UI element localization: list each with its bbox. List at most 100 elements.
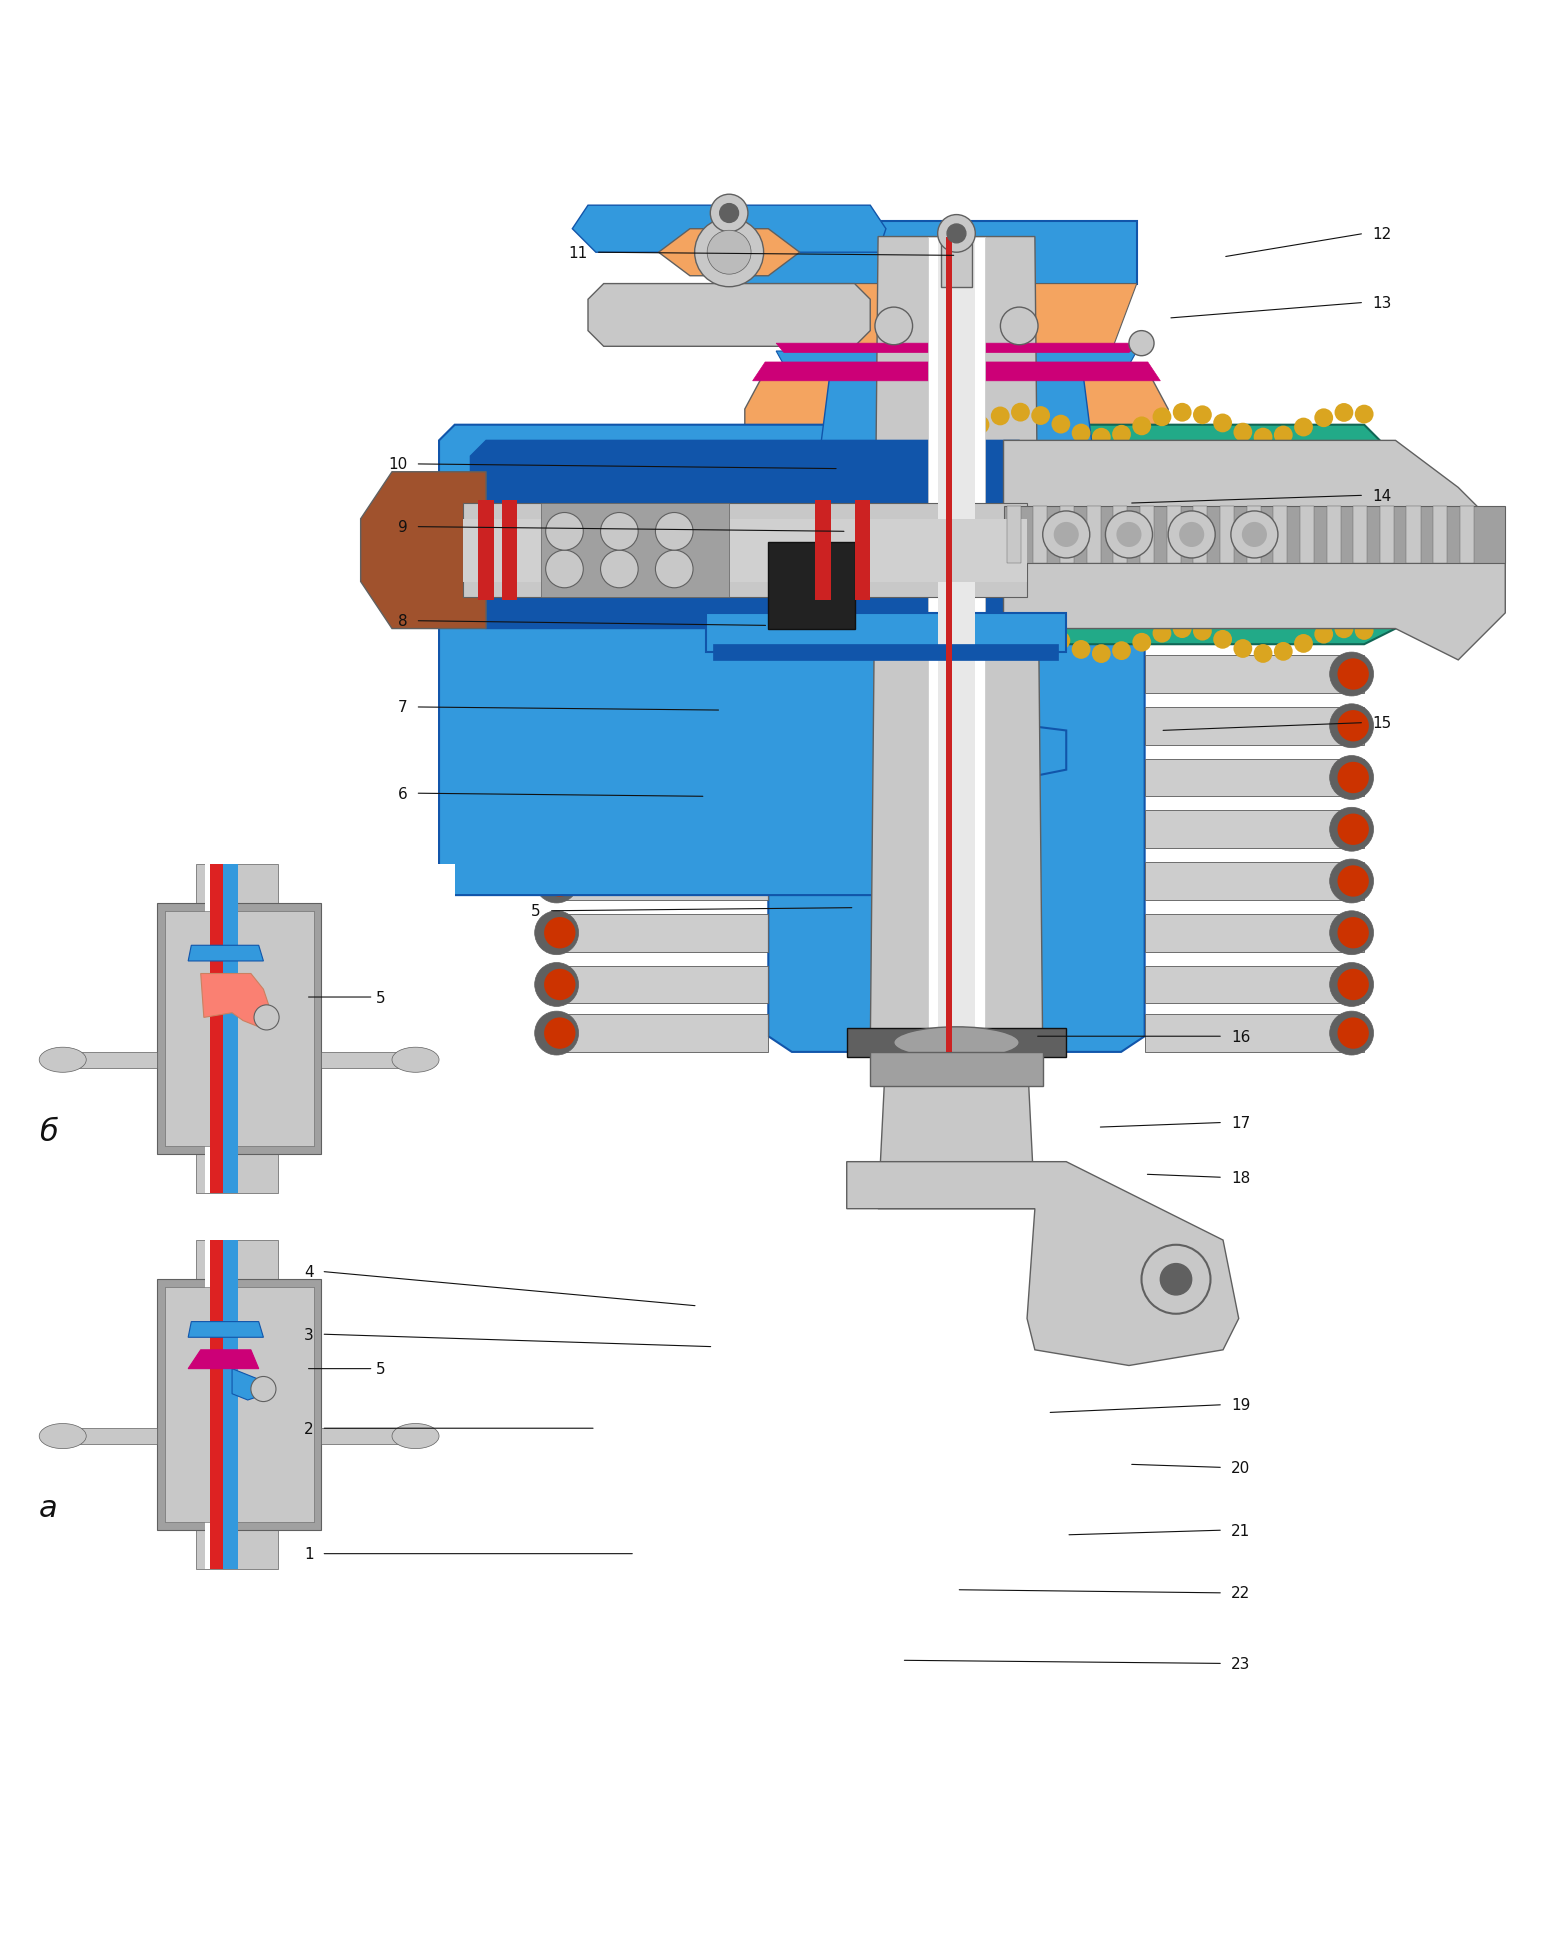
Bar	[463, 520, 1027, 582]
Circle shape	[1052, 631, 1071, 651]
Circle shape	[1330, 653, 1374, 697]
Polygon shape	[549, 760, 768, 797]
Circle shape	[1052, 415, 1071, 434]
Circle shape	[251, 1377, 276, 1403]
Circle shape	[535, 756, 579, 801]
Circle shape	[1330, 912, 1374, 955]
Bar	[1087, 506, 1101, 563]
Circle shape	[971, 417, 989, 434]
Bar	[847, 1029, 1066, 1058]
Bar	[946, 238, 952, 1052]
Circle shape	[601, 512, 638, 551]
Polygon shape	[470, 440, 1027, 629]
Polygon shape	[1145, 707, 1364, 746]
Bar	[1273, 506, 1287, 563]
Polygon shape	[188, 947, 263, 962]
Circle shape	[695, 218, 764, 288]
Text: 9: 9	[398, 520, 408, 536]
Circle shape	[1032, 623, 1051, 643]
Circle shape	[1338, 918, 1369, 949]
Polygon shape	[549, 553, 768, 590]
Circle shape	[1152, 625, 1171, 643]
Circle shape	[1000, 308, 1038, 345]
Circle shape	[546, 512, 583, 551]
Bar	[210, 865, 223, 1194]
Circle shape	[1168, 512, 1215, 559]
Bar	[157, 1280, 321, 1531]
Bar	[1300, 506, 1314, 563]
Polygon shape	[201, 974, 270, 1027]
Circle shape	[1330, 549, 1374, 594]
Bar	[16, 1241, 455, 1570]
Polygon shape	[188, 1350, 259, 1369]
Bar	[706, 614, 1066, 653]
Bar	[205, 865, 227, 1194]
Polygon shape	[549, 604, 768, 641]
Circle shape	[1338, 865, 1369, 898]
Circle shape	[710, 195, 748, 232]
Text: 20: 20	[1231, 1461, 1250, 1475]
Text: 5: 5	[309, 1362, 386, 1377]
Polygon shape	[321, 1428, 416, 1443]
Text: 14: 14	[1372, 489, 1391, 503]
Polygon shape	[549, 914, 768, 953]
Circle shape	[1338, 814, 1369, 845]
Circle shape	[544, 555, 575, 586]
Circle shape	[1011, 403, 1030, 423]
Circle shape	[1071, 425, 1090, 444]
Polygon shape	[549, 863, 768, 900]
Polygon shape	[815, 366, 1098, 489]
Polygon shape	[878, 1052, 1035, 1210]
Circle shape	[1273, 427, 1292, 446]
Circle shape	[1214, 415, 1232, 432]
Circle shape	[535, 705, 579, 748]
Bar	[1033, 506, 1047, 563]
Ellipse shape	[392, 1424, 439, 1449]
Polygon shape	[549, 966, 768, 1003]
Polygon shape	[572, 206, 886, 253]
Circle shape	[1338, 608, 1369, 639]
Circle shape	[1214, 631, 1232, 649]
Polygon shape	[768, 489, 1145, 1052]
Text: 11: 11	[569, 245, 588, 261]
Bar	[478, 501, 494, 602]
Bar	[855, 501, 870, 602]
Circle shape	[1132, 633, 1151, 653]
Text: 5: 5	[532, 904, 541, 919]
Bar	[713, 645, 1058, 660]
Circle shape	[1355, 621, 1374, 641]
Polygon shape	[1145, 656, 1364, 693]
Circle shape	[1160, 1264, 1192, 1295]
Text: 3: 3	[304, 1327, 314, 1342]
Circle shape	[1132, 417, 1151, 436]
Circle shape	[544, 711, 575, 742]
Circle shape	[535, 653, 579, 697]
Circle shape	[1011, 619, 1030, 639]
Circle shape	[1193, 405, 1212, 425]
Circle shape	[544, 918, 575, 949]
Circle shape	[875, 308, 913, 345]
Bar	[196, 1241, 278, 1570]
Circle shape	[1330, 962, 1374, 1007]
Text: 23: 23	[1231, 1656, 1250, 1671]
Ellipse shape	[894, 1027, 1019, 1058]
Bar	[1004, 506, 1505, 563]
Bar	[1193, 506, 1207, 563]
Circle shape	[1338, 711, 1369, 742]
Circle shape	[1071, 641, 1090, 660]
Circle shape	[1294, 635, 1312, 653]
Ellipse shape	[39, 1424, 86, 1449]
Circle shape	[1152, 409, 1171, 427]
Polygon shape	[776, 353, 1137, 366]
Circle shape	[1254, 645, 1273, 664]
Bar	[1460, 506, 1474, 563]
Text: 5: 5	[309, 990, 386, 1005]
Bar	[745, 222, 1137, 284]
Text: 15: 15	[1372, 715, 1391, 730]
Circle shape	[655, 512, 693, 551]
Polygon shape	[549, 1015, 768, 1052]
Circle shape	[1091, 429, 1110, 448]
Polygon shape	[439, 425, 1066, 896]
Polygon shape	[1145, 501, 1364, 538]
Polygon shape	[1145, 863, 1364, 900]
